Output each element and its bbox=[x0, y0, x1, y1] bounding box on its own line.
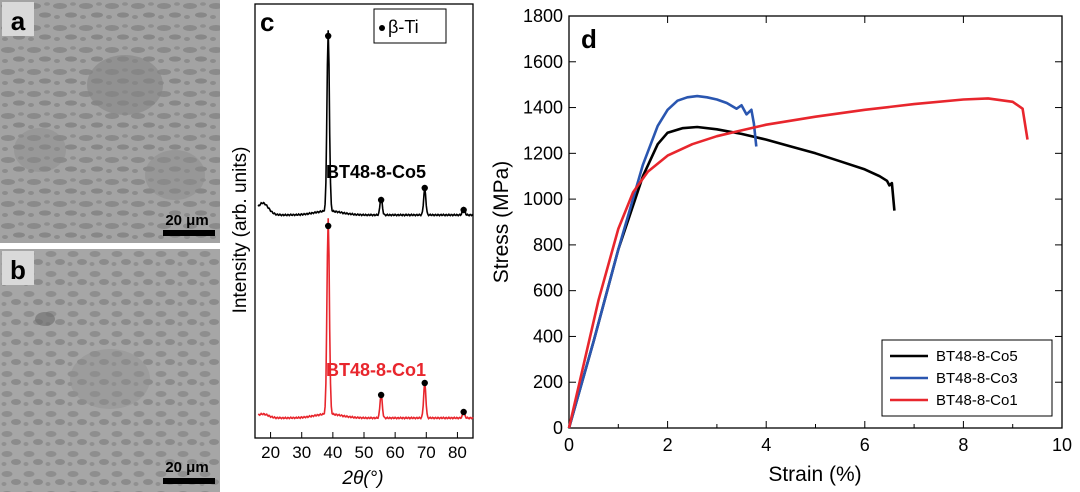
xrd-x-tick-label: 50 bbox=[355, 443, 374, 462]
stress-x-tick-label: 6 bbox=[860, 435, 870, 455]
stress-curve-BT48-8-Co5 bbox=[567, 125, 896, 429]
xrd-peak-marker bbox=[421, 379, 428, 387]
stress-y-axis-label: Stress (MPa) bbox=[490, 161, 513, 284]
stress-legend-label: BT48-8-Co5 bbox=[936, 348, 1018, 365]
stress-curves bbox=[567, 94, 1029, 429]
stress-y-tick-label: 1000 bbox=[523, 189, 563, 209]
xrd-peak-marker bbox=[460, 206, 467, 214]
stress-ticks: 0 2 4 6 8 10 0 200 400 600 800 1000 1200 1400 1600 1800 bbox=[523, 6, 1072, 455]
xrd-peak-marker bbox=[377, 391, 385, 399]
stress-y-tick-label: 0 bbox=[553, 418, 563, 438]
panel-a-scale-bar bbox=[163, 230, 215, 236]
panel-a-scale-label: 20 μm bbox=[165, 212, 208, 229]
panel-a-letter: a bbox=[11, 6, 26, 36]
xrd-x-tick-label: 60 bbox=[386, 443, 405, 462]
xrd-peak-marker bbox=[324, 222, 332, 230]
stress-y-tick-label: 600 bbox=[533, 281, 563, 301]
micrograph-a-image: a 20 μm bbox=[0, 0, 220, 243]
panel-b-letter: b bbox=[10, 255, 26, 285]
xrd-legend-label: β-Ti bbox=[388, 17, 419, 37]
xrd-y-axis-label: Intensity (arb. units) bbox=[230, 147, 251, 314]
panel-a-letter-bg bbox=[2, 2, 34, 36]
xrd-legend-marker bbox=[379, 25, 385, 31]
panel-b-letter-bg bbox=[2, 251, 34, 285]
stress-legend: BT48-8-Co5 BT48-8-Co3 BT48-8-Co1 bbox=[890, 348, 1018, 409]
stress-y-tick-label: 800 bbox=[533, 235, 563, 255]
micrograph-b-image: b 20 μm bbox=[0, 249, 220, 492]
micrograph-b: b 20 μm bbox=[0, 249, 220, 492]
stress-strain-chart: d Stress (MPa) Strain (%) 0 2 4 6 8 10 0 200 400… bbox=[490, 6, 1072, 486]
stress-x-tick-label: 0 bbox=[564, 435, 574, 455]
stress-curve-BT48-8-Co3 bbox=[567, 94, 758, 429]
xrd-peak-marker bbox=[421, 184, 428, 192]
stress-legend-label: BT48-8-Co1 bbox=[936, 392, 1018, 409]
stress-y-tick-label: 1400 bbox=[523, 98, 563, 118]
xrd-peak-marker bbox=[460, 408, 467, 416]
xrd-label-co5: BT48-8-Co5 bbox=[326, 162, 426, 182]
xrd-x-ticks: 20 30 40 50 60 70 80 bbox=[261, 432, 467, 462]
xrd-chart: c β-Ti Intensity (arb. units) 2θ(°) BT48… bbox=[230, 3, 474, 489]
xrd-x-axis-label: 2θ(°) bbox=[341, 468, 383, 489]
stress-x-tick-label: 4 bbox=[761, 435, 771, 455]
xrd-curve-BT48-8-Co5 bbox=[257, 30, 474, 217]
xrd-legend-box bbox=[373, 8, 447, 44]
xrd-x-tick-label: 40 bbox=[323, 443, 342, 462]
xrd-x-tick-label: 20 bbox=[261, 443, 280, 462]
panel-b-scale-bar bbox=[163, 478, 215, 484]
stress-y-tick-label: 400 bbox=[533, 326, 563, 346]
stress-x-axis-label: Strain (%) bbox=[768, 463, 861, 486]
panel-c-letter: c bbox=[260, 7, 274, 37]
stress-legend-label: BT48-8-Co3 bbox=[936, 370, 1018, 387]
xrd-x-tick-label: 30 bbox=[292, 443, 311, 462]
stress-y-tick-label: 200 bbox=[533, 372, 563, 392]
stress-y-tick-label: 1800 bbox=[523, 6, 563, 26]
panel-b-scale-label: 20 μm bbox=[165, 459, 208, 476]
stress-x-tick-label: 2 bbox=[663, 435, 673, 455]
xrd-label-co1: BT48-8-Co1 bbox=[326, 360, 426, 380]
xrd-peak-marker bbox=[324, 32, 332, 40]
stress-x-tick-label: 8 bbox=[958, 435, 968, 455]
stress-y-tick-label: 1200 bbox=[523, 143, 563, 163]
micrograph-a: a 20 μm bbox=[0, 0, 220, 243]
stress-curve-BT48-8-Co1 bbox=[567, 97, 1029, 429]
panel-d-letter: d bbox=[581, 24, 597, 54]
xrd-curves bbox=[257, 30, 474, 420]
xrd-curve-BT48-8-Co1 bbox=[257, 218, 474, 420]
xrd-x-tick-label: 70 bbox=[417, 443, 436, 462]
xrd-x-tick-label: 80 bbox=[448, 443, 467, 462]
xrd-peak-marker bbox=[377, 196, 385, 204]
stress-y-tick-label: 1600 bbox=[523, 52, 563, 72]
stress-x-tick-label: 10 bbox=[1052, 435, 1072, 455]
